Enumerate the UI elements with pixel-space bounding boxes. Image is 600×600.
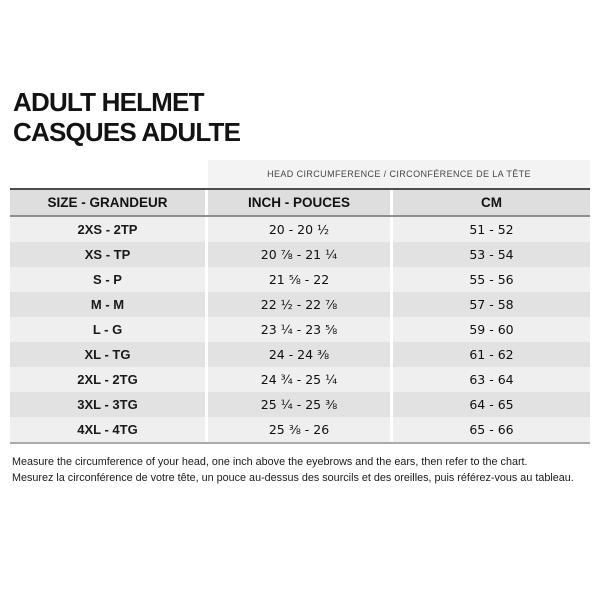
table-row: S - P 21 ⅝ - 22 55 - 56 [10, 267, 590, 292]
cm-cell: 64 - 65 [393, 392, 590, 417]
size-cell: XS - TP [10, 242, 205, 267]
inch-cell: 24 - 24 ⅜ [208, 342, 390, 367]
table-row: M - M 22 ½ - 22 ⅞ 57 - 58 [10, 292, 590, 317]
table-row: L - G 23 ¼ - 23 ⅝ 59 - 60 [10, 317, 590, 342]
column-divider [390, 417, 393, 442]
head-circumference-band-row: HEAD CIRCUMFERENCE / CIRCONFÉRENCE DE LA… [10, 160, 590, 188]
size-cell: S - P [10, 267, 205, 292]
size-cell: 2XS - 2TP [10, 217, 205, 242]
cm-cell: 65 - 66 [393, 417, 590, 442]
band-spacer [10, 160, 208, 188]
cm-cell: 63 - 64 [393, 367, 590, 392]
inch-cell: 21 ⅝ - 22 [208, 267, 390, 292]
head-circumference-header: HEAD CIRCUMFERENCE / CIRCONFÉRENCE DE LA… [208, 160, 590, 188]
title-fr: CASQUES ADULTE [13, 117, 241, 147]
column-header-cm: CM [481, 195, 502, 210]
inch-cell: 23 ¼ - 23 ⅝ [208, 317, 390, 342]
size-cell: 2XL - 2TG [10, 367, 205, 392]
table-body: 2XS - 2TP 20 - 20 ½ 51 - 52 XS - TP 20 ⅞… [10, 217, 590, 444]
column-divider [390, 342, 393, 367]
table-row: 3XL - 3TG 25 ¼ - 25 ⅜ 64 - 65 [10, 392, 590, 417]
size-cell: L - G [10, 317, 205, 342]
column-header-inch: INCH - POUCES [247, 195, 350, 210]
column-divider [390, 367, 393, 392]
cm-cell: 53 - 54 [393, 242, 590, 267]
column-divider [390, 242, 393, 267]
cm-cell: 59 - 60 [393, 317, 590, 342]
table-row: XS - TP 20 ⅞ - 21 ¼ 53 - 54 [10, 242, 590, 267]
column-divider [390, 292, 393, 317]
page-title: ADULT HELMET CASQUES ADULTE [13, 87, 241, 147]
column-divider [205, 417, 208, 442]
cm-cell: 57 - 58 [393, 292, 590, 317]
cm-cell: 51 - 52 [393, 217, 590, 242]
column-divider [205, 292, 208, 317]
column-divider [390, 392, 393, 417]
column-header-size: SIZE - GRANDEUR [47, 195, 168, 210]
measure-instructions: Measure the circumference of your head, … [12, 455, 574, 486]
instruction-en: Measure the circumference of your head, … [12, 456, 528, 468]
inch-cell: 24 ¾ - 25 ¼ [208, 367, 390, 392]
table-row: 2XS - 2TP 20 - 20 ½ 51 - 52 [10, 217, 590, 242]
inch-cell: 22 ½ - 22 ⅞ [208, 292, 390, 317]
table-row: XL - TG 24 - 24 ⅜ 61 - 62 [10, 342, 590, 367]
instruction-fr: Mesurez la circonférence de votre tête, … [12, 471, 574, 484]
column-divider [390, 317, 393, 342]
column-divider [205, 342, 208, 367]
column-divider [390, 217, 393, 242]
table-header-row: SIZE - GRANDEUR INCH - POUCES CM [10, 188, 590, 217]
inch-cell: 25 ¼ - 25 ⅜ [208, 392, 390, 417]
size-cell: 3XL - 3TG [10, 392, 205, 417]
inch-cell: 25 ⅜ - 26 [208, 417, 390, 442]
inch-cell: 20 - 20 ½ [208, 217, 390, 242]
size-chart-table: HEAD CIRCUMFERENCE / CIRCONFÉRENCE DE LA… [10, 160, 590, 444]
cm-cell: 61 - 62 [393, 342, 590, 367]
column-divider [205, 392, 208, 417]
cm-cell: 55 - 56 [393, 267, 590, 292]
table-row: 4XL - 4TG 25 ⅜ - 26 65 - 66 [10, 417, 590, 442]
size-cell: XL - TG [10, 342, 205, 367]
column-divider [390, 267, 393, 292]
column-divider [205, 242, 208, 267]
column-divider [205, 267, 208, 292]
table-row: 2XL - 2TG 24 ¾ - 25 ¼ 63 - 64 [10, 367, 590, 392]
inch-cell: 20 ⅞ - 21 ¼ [208, 242, 390, 267]
column-divider [205, 217, 208, 242]
column-divider [205, 190, 208, 215]
column-divider [205, 367, 208, 392]
column-divider [205, 317, 208, 342]
size-cell: M - M [10, 292, 205, 317]
title-en: ADULT HELMET [13, 87, 204, 117]
column-divider [390, 190, 393, 215]
size-cell: 4XL - 4TG [10, 417, 205, 442]
